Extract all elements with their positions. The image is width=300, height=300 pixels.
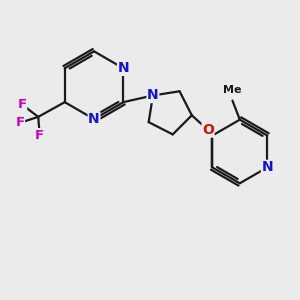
Text: O: O — [202, 123, 214, 137]
Text: F: F — [17, 98, 27, 111]
Text: N: N — [88, 112, 100, 126]
Text: Me: Me — [223, 85, 242, 95]
Text: N: N — [118, 61, 129, 75]
Text: N: N — [262, 160, 273, 174]
Text: N: N — [147, 88, 159, 103]
Text: F: F — [35, 129, 44, 142]
Text: F: F — [15, 116, 25, 129]
